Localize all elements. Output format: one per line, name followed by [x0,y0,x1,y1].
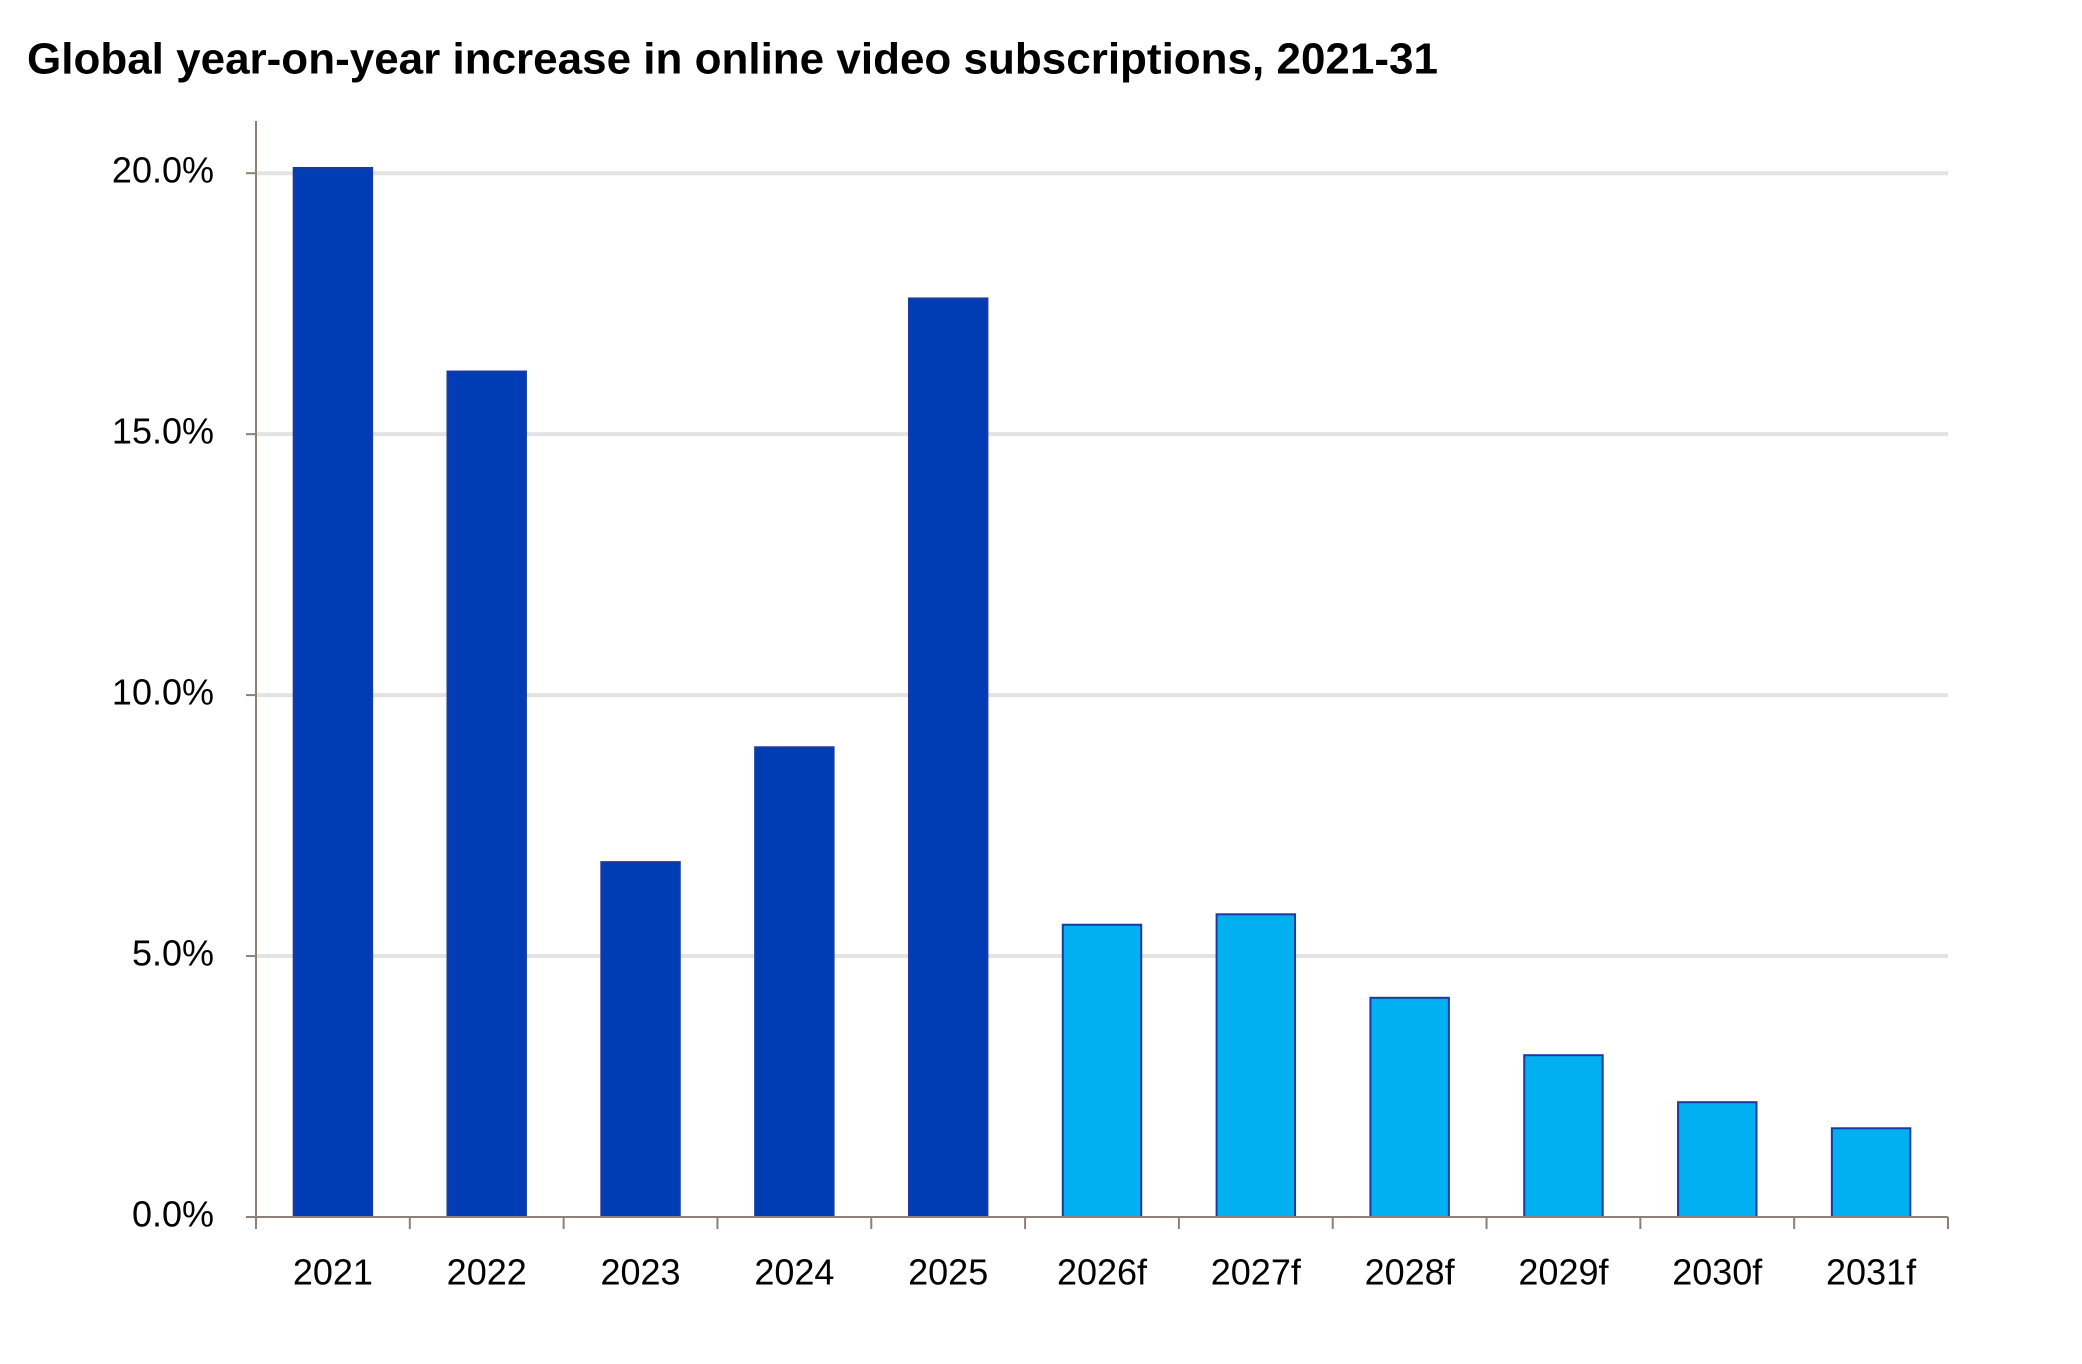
bar [1677,1101,1758,1218]
x-tick-label: 2031f [1826,1252,1917,1293]
x-tick-label: 2024 [754,1252,834,1293]
bar [600,861,681,1218]
x-tick-label: 2022 [447,1252,527,1293]
x-tick-label: 2021 [293,1252,373,1293]
y-tick-label: 10.0% [112,672,214,713]
x-tick-label: 2028f [1365,1252,1456,1293]
bar [1830,1127,1912,1219]
bar [1215,913,1297,1218]
x-tick-label: 2026f [1057,1252,1148,1293]
bar [446,370,527,1218]
x-tick-label: 2023 [600,1252,680,1293]
x-tick-label: 2030f [1672,1252,1763,1293]
bar [907,297,989,1218]
bar [1061,923,1143,1218]
chart-title: Global year-on-year increase in online v… [27,35,1438,84]
bar [1369,996,1450,1218]
bar [292,166,374,1218]
x-tick-label: 2027f [1211,1252,1302,1293]
y-tick-label: 0.0% [132,1194,214,1235]
y-tick-label: 5.0% [132,933,214,974]
x-tick-label: 2029f [1518,1252,1609,1293]
x-tick-label: 2025 [908,1252,988,1293]
bar [1523,1054,1604,1218]
y-tick-label: 15.0% [112,411,214,452]
bar [754,746,835,1218]
y-tick-label: 20.0% [112,150,214,191]
